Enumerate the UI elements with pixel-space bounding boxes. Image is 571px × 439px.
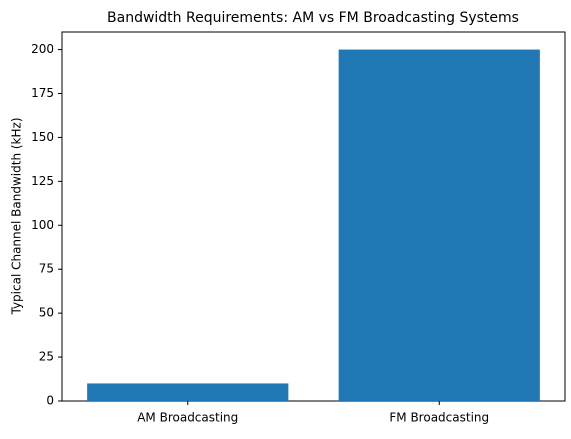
bar bbox=[338, 49, 540, 401]
y-tick-label: 25 bbox=[39, 350, 54, 364]
chart-title: Bandwidth Requirements: AM vs FM Broadca… bbox=[107, 10, 519, 26]
y-axis-label: Typical Channel Bandwidth (kHz) bbox=[10, 117, 24, 315]
y-tick-label: 125 bbox=[31, 174, 54, 188]
x-tick-label: AM Broadcasting bbox=[137, 411, 238, 425]
x-tick-label: FM Broadcasting bbox=[389, 411, 489, 425]
y-tick-label: 50 bbox=[39, 306, 54, 320]
y-tick-label: 150 bbox=[31, 130, 54, 144]
y-tick-label: 175 bbox=[31, 86, 54, 100]
y-tick-label: 75 bbox=[39, 262, 54, 276]
y-tick-label: 100 bbox=[31, 218, 54, 232]
plot-frame bbox=[61, 31, 566, 402]
bar bbox=[87, 383, 289, 401]
y-tick-label: 0 bbox=[46, 394, 54, 408]
y-tick-label: 200 bbox=[31, 42, 54, 56]
